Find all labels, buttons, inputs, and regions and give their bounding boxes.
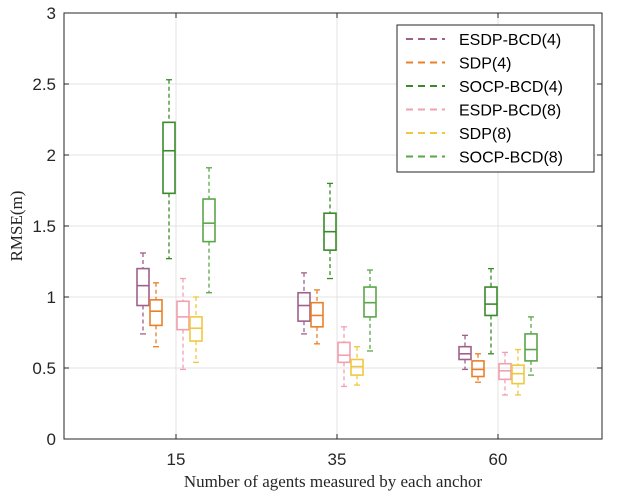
box-SOCP-BCD(4)-60	[484, 267, 498, 355]
box-SDP(8)-60	[511, 348, 525, 396]
y-tick-label: 2	[47, 146, 56, 165]
box-ESDP-BCD(8)-60	[498, 351, 512, 396]
legend: ESDP-BCD(4) SDP(4) SOCP-BCD(4) ESDP-BCD(8) S…	[396, 24, 595, 173]
x-tick-label: 35	[328, 450, 347, 469]
iqr-box	[136, 267, 150, 307]
legend-entry-label: SOCP-BCD(4)	[459, 79, 563, 96]
axis-ticks: 0 0.5 1 1.5 2 2.5 3 15 35 60	[32, 4, 602, 469]
box-SOCP-BCD(4)-35	[323, 182, 337, 280]
box-SOCP-BCD(8)-60	[524, 316, 538, 376]
x-tick-label: 15	[167, 450, 186, 469]
x-tick-label: 60	[489, 450, 508, 469]
box-SDP(8)-15	[189, 296, 203, 363]
iqr-box	[162, 121, 176, 195]
box-SOCP-BCD(8)-35	[363, 269, 377, 352]
box-SOCP-BCD(8)-15	[202, 167, 216, 294]
iqr-box	[337, 341, 351, 364]
legend-entry-label: SDP(8)	[459, 126, 511, 143]
iqr-box	[176, 300, 190, 331]
legend-box	[396, 24, 595, 173]
box-ESDP-BCD(8)-35	[337, 326, 351, 388]
box-SDP(4)-60	[471, 353, 485, 383]
legend-entry-label: ESDP-BCD(8)	[459, 103, 561, 120]
box-SOCP-BCD(4)-15	[162, 79, 176, 260]
y-tick-label: 0.5	[32, 359, 56, 378]
y-tick-label: 1.5	[32, 217, 56, 236]
y-axis-label: RMSE(m)	[7, 191, 26, 262]
y-tick-label: 2.5	[32, 75, 56, 94]
box-SDP(4)-15	[149, 282, 163, 348]
y-tick-label: 0	[47, 430, 56, 449]
legend-entry-label: SDP(4)	[459, 56, 511, 73]
legend-entry-label: SOCP-BCD(8)	[459, 150, 563, 167]
box-ESDP-BCD(8)-15	[176, 277, 190, 371]
box-SDP(8)-35	[350, 346, 364, 386]
box-ESDP-BCD(4)-15	[136, 252, 150, 335]
legend-entry-label: ESDP-BCD(4)	[459, 32, 561, 49]
box-ESDP-BCD(4)-35	[297, 272, 311, 335]
box-ESDP-BCD(4)-60	[458, 334, 472, 371]
x-axis-label: Number of agents measured by each anchor	[184, 472, 483, 491]
box-plots	[136, 79, 538, 396]
iqr-box	[202, 198, 216, 243]
box-SDP(4)-35	[310, 289, 324, 345]
iqr-box	[149, 299, 163, 327]
iqr-box	[484, 286, 498, 317]
y-tick-label: 3	[47, 4, 56, 23]
y-tick-label: 1	[47, 288, 56, 307]
iqr-box	[524, 333, 538, 362]
iqr-box	[297, 291, 311, 322]
